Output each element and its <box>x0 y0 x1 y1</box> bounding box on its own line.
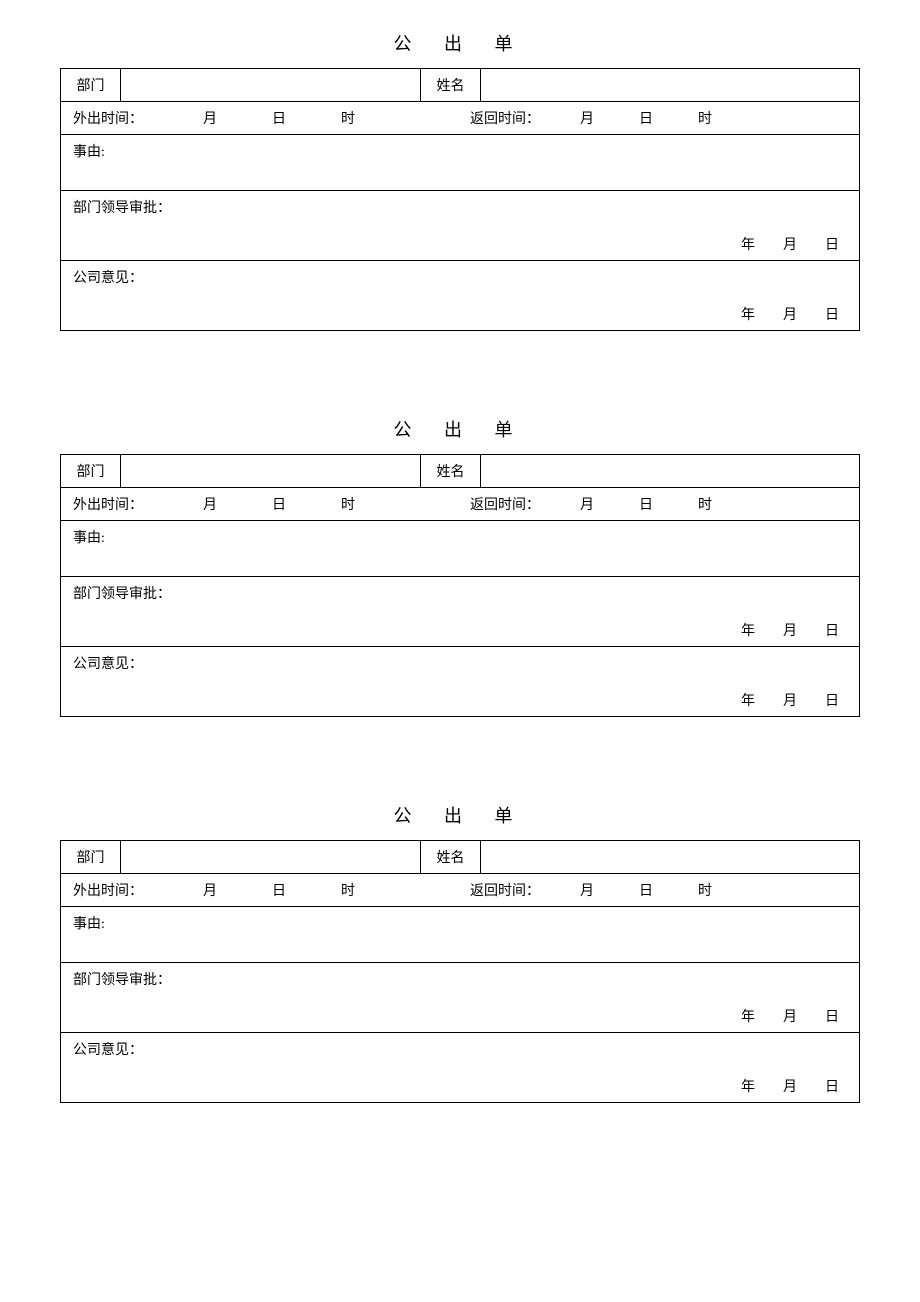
reason-label: 事由: <box>73 145 105 160</box>
out-hour-unit: 时 <box>341 108 355 128</box>
return-r_hour-unit: 时 <box>698 108 712 128</box>
return-time-label: 返回时间： <box>470 498 540 513</box>
dept-label: 部门 <box>61 841 121 874</box>
reason-row: 事由: <box>61 521 860 577</box>
company-opinion-date-year: 年 <box>741 1076 755 1096</box>
company-opinion-date-year: 年 <box>741 304 755 324</box>
name-value <box>481 455 860 488</box>
form-block: 公 出 单部门姓名外出时间：月日时返回时间：月日时事由:部门领导审批：年月日公司… <box>60 30 860 331</box>
dept-approval-label: 部门领导审批： <box>73 973 171 988</box>
out-day-unit: 日 <box>272 494 286 514</box>
out-time-label: 外出时间： <box>73 108 143 128</box>
dept-label: 部门 <box>61 69 121 102</box>
dept-approval-label: 部门领导审批： <box>73 201 171 216</box>
out-day-unit: 日 <box>272 108 286 128</box>
dept-value <box>121 455 421 488</box>
return-r_day-unit: 日 <box>639 494 653 514</box>
return-r_hour-unit: 时 <box>698 880 712 900</box>
time-row: 外出时间： 月 日 时 返回时间： 月 日 时 <box>61 102 860 135</box>
name-value <box>481 69 860 102</box>
form-title: 公 出 单 <box>60 416 860 442</box>
return-r_month-unit: 月 <box>580 108 594 128</box>
return-r_day-unit: 日 <box>639 880 653 900</box>
name-value <box>481 841 860 874</box>
time-row: 外出时间： 月 日 时 返回时间： 月 日 时 <box>61 488 860 521</box>
out-day-unit: 日 <box>272 880 286 900</box>
reason-row: 事由: <box>61 907 860 963</box>
company-opinion-label: 公司意见： <box>73 271 143 286</box>
out-time-label: 外出时间： <box>73 880 143 900</box>
return-time-label: 返回时间： <box>470 112 540 127</box>
return-r_day-unit: 日 <box>639 108 653 128</box>
dept-approval-label: 部门领导审批： <box>73 587 171 602</box>
company-opinion-row: 公司意见： 年 月 日 <box>61 1033 860 1103</box>
out-hour-unit: 时 <box>341 494 355 514</box>
out-time-label: 外出时间： <box>73 494 143 514</box>
name-label: 姓名 <box>421 69 481 102</box>
dept-approval-date-day: 日 <box>825 1006 839 1026</box>
company-opinion-label: 公司意见： <box>73 657 143 672</box>
return-r_month-unit: 月 <box>580 880 594 900</box>
reason-row: 事由: <box>61 135 860 191</box>
company-opinion-label: 公司意见： <box>73 1043 143 1058</box>
company-opinion-date-month: 月 <box>783 304 797 324</box>
form-title: 公 出 单 <box>60 30 860 56</box>
form-title: 公 出 单 <box>60 802 860 828</box>
company-opinion-date-month: 月 <box>783 1076 797 1096</box>
out-hour-unit: 时 <box>341 880 355 900</box>
reason-label: 事由: <box>73 917 105 932</box>
out-month-unit: 月 <box>203 880 217 900</box>
return-r_month-unit: 月 <box>580 494 594 514</box>
return-time-label: 返回时间： <box>470 884 540 899</box>
company-opinion-row: 公司意见： 年 月 日 <box>61 647 860 717</box>
dept-approval-date-month: 月 <box>783 620 797 640</box>
out-month-unit: 月 <box>203 494 217 514</box>
company-opinion-date-day: 日 <box>825 690 839 710</box>
form-block: 公 出 单部门姓名外出时间：月日时返回时间：月日时事由:部门领导审批：年月日公司… <box>60 802 860 1103</box>
dept-approval-row: 部门领导审批： 年 月 日 <box>61 963 860 1033</box>
reason-label: 事由: <box>73 531 105 546</box>
dept-value <box>121 841 421 874</box>
return-r_hour-unit: 时 <box>698 494 712 514</box>
company-opinion-row: 公司意见： 年 月 日 <box>61 261 860 331</box>
company-opinion-date-day: 日 <box>825 304 839 324</box>
dept-approval-row: 部门领导审批： 年 月 日 <box>61 577 860 647</box>
dept-approval-date-year: 年 <box>741 1006 755 1026</box>
dept-approval-date-year: 年 <box>741 234 755 254</box>
company-opinion-date-year: 年 <box>741 690 755 710</box>
form-table: 部门姓名外出时间：月日时返回时间：月日时事由:部门领导审批：年月日公司意见：年月… <box>60 68 860 331</box>
dept-approval-date-day: 日 <box>825 620 839 640</box>
form-table: 部门姓名外出时间：月日时返回时间：月日时事由:部门领导审批：年月日公司意见：年月… <box>60 454 860 717</box>
out-month-unit: 月 <box>203 108 217 128</box>
dept-approval-date-day: 日 <box>825 234 839 254</box>
form-block: 公 出 单部门姓名外出时间：月日时返回时间：月日时事由:部门领导审批：年月日公司… <box>60 416 860 717</box>
dept-approval-date-month: 月 <box>783 234 797 254</box>
form-table: 部门姓名外出时间：月日时返回时间：月日时事由:部门领导审批：年月日公司意见：年月… <box>60 840 860 1103</box>
name-label: 姓名 <box>421 455 481 488</box>
name-label: 姓名 <box>421 841 481 874</box>
dept-approval-row: 部门领导审批： 年 月 日 <box>61 191 860 261</box>
company-opinion-date-month: 月 <box>783 690 797 710</box>
dept-approval-date-year: 年 <box>741 620 755 640</box>
dept-value <box>121 69 421 102</box>
dept-approval-date-month: 月 <box>783 1006 797 1026</box>
time-row: 外出时间： 月 日 时 返回时间： 月 日 时 <box>61 874 860 907</box>
dept-label: 部门 <box>61 455 121 488</box>
company-opinion-date-day: 日 <box>825 1076 839 1096</box>
